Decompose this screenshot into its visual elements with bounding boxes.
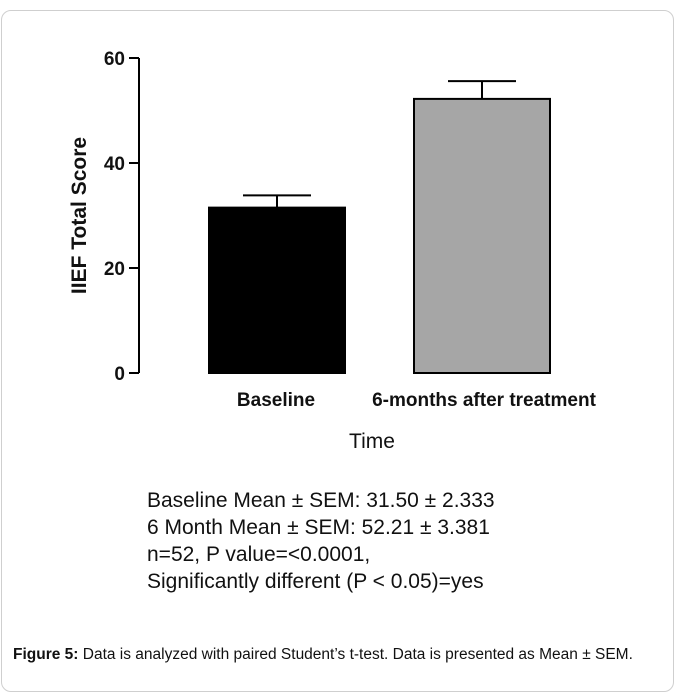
bar-0 [208, 206, 346, 374]
chart-labels: 0 20 40 60 IIEF Total Score Baseline 6-months … [68, 49, 597, 453]
y-tick-label: 60 [104, 49, 125, 70]
y-tick-label: 40 [104, 154, 125, 175]
y-axis-title: IIEF Total Score [68, 137, 91, 294]
caption-text: Data is analyzed with paired Student’s t… [78, 646, 633, 663]
stats-line-significance: Significantly different (P < 0.05)=yes [147, 570, 484, 593]
stats-line-6month: 6 Month Mean ± SEM: 52.21 ± 3.381 [147, 516, 490, 539]
statistics-block: Baseline Mean ± SEM: 31.50 ± 2.333 6 Mon… [147, 487, 495, 595]
figure-caption: Figure 5: Data is analyzed with paired S… [13, 644, 663, 665]
stats-line-baseline: Baseline Mean ± SEM: 31.50 ± 2.333 [147, 489, 495, 512]
bar-chart: 0 20 40 60 IIEF Total Score Baseline 6-months … [68, 49, 597, 453]
stats-line-n-pvalue: n=52, P value=<0.0001, [147, 543, 371, 566]
chart-bars [208, 80, 551, 375]
chart-axes [129, 57, 140, 374]
bar-1 [413, 97, 551, 375]
caption-label: Figure 5: [13, 646, 79, 663]
x-category-label: 6-months after treatment [372, 390, 596, 411]
x-category-label: Baseline [237, 390, 315, 411]
y-tick-label: 0 [114, 364, 125, 385]
x-axis-title: Time [349, 430, 395, 453]
y-tick-label: 20 [104, 259, 125, 280]
